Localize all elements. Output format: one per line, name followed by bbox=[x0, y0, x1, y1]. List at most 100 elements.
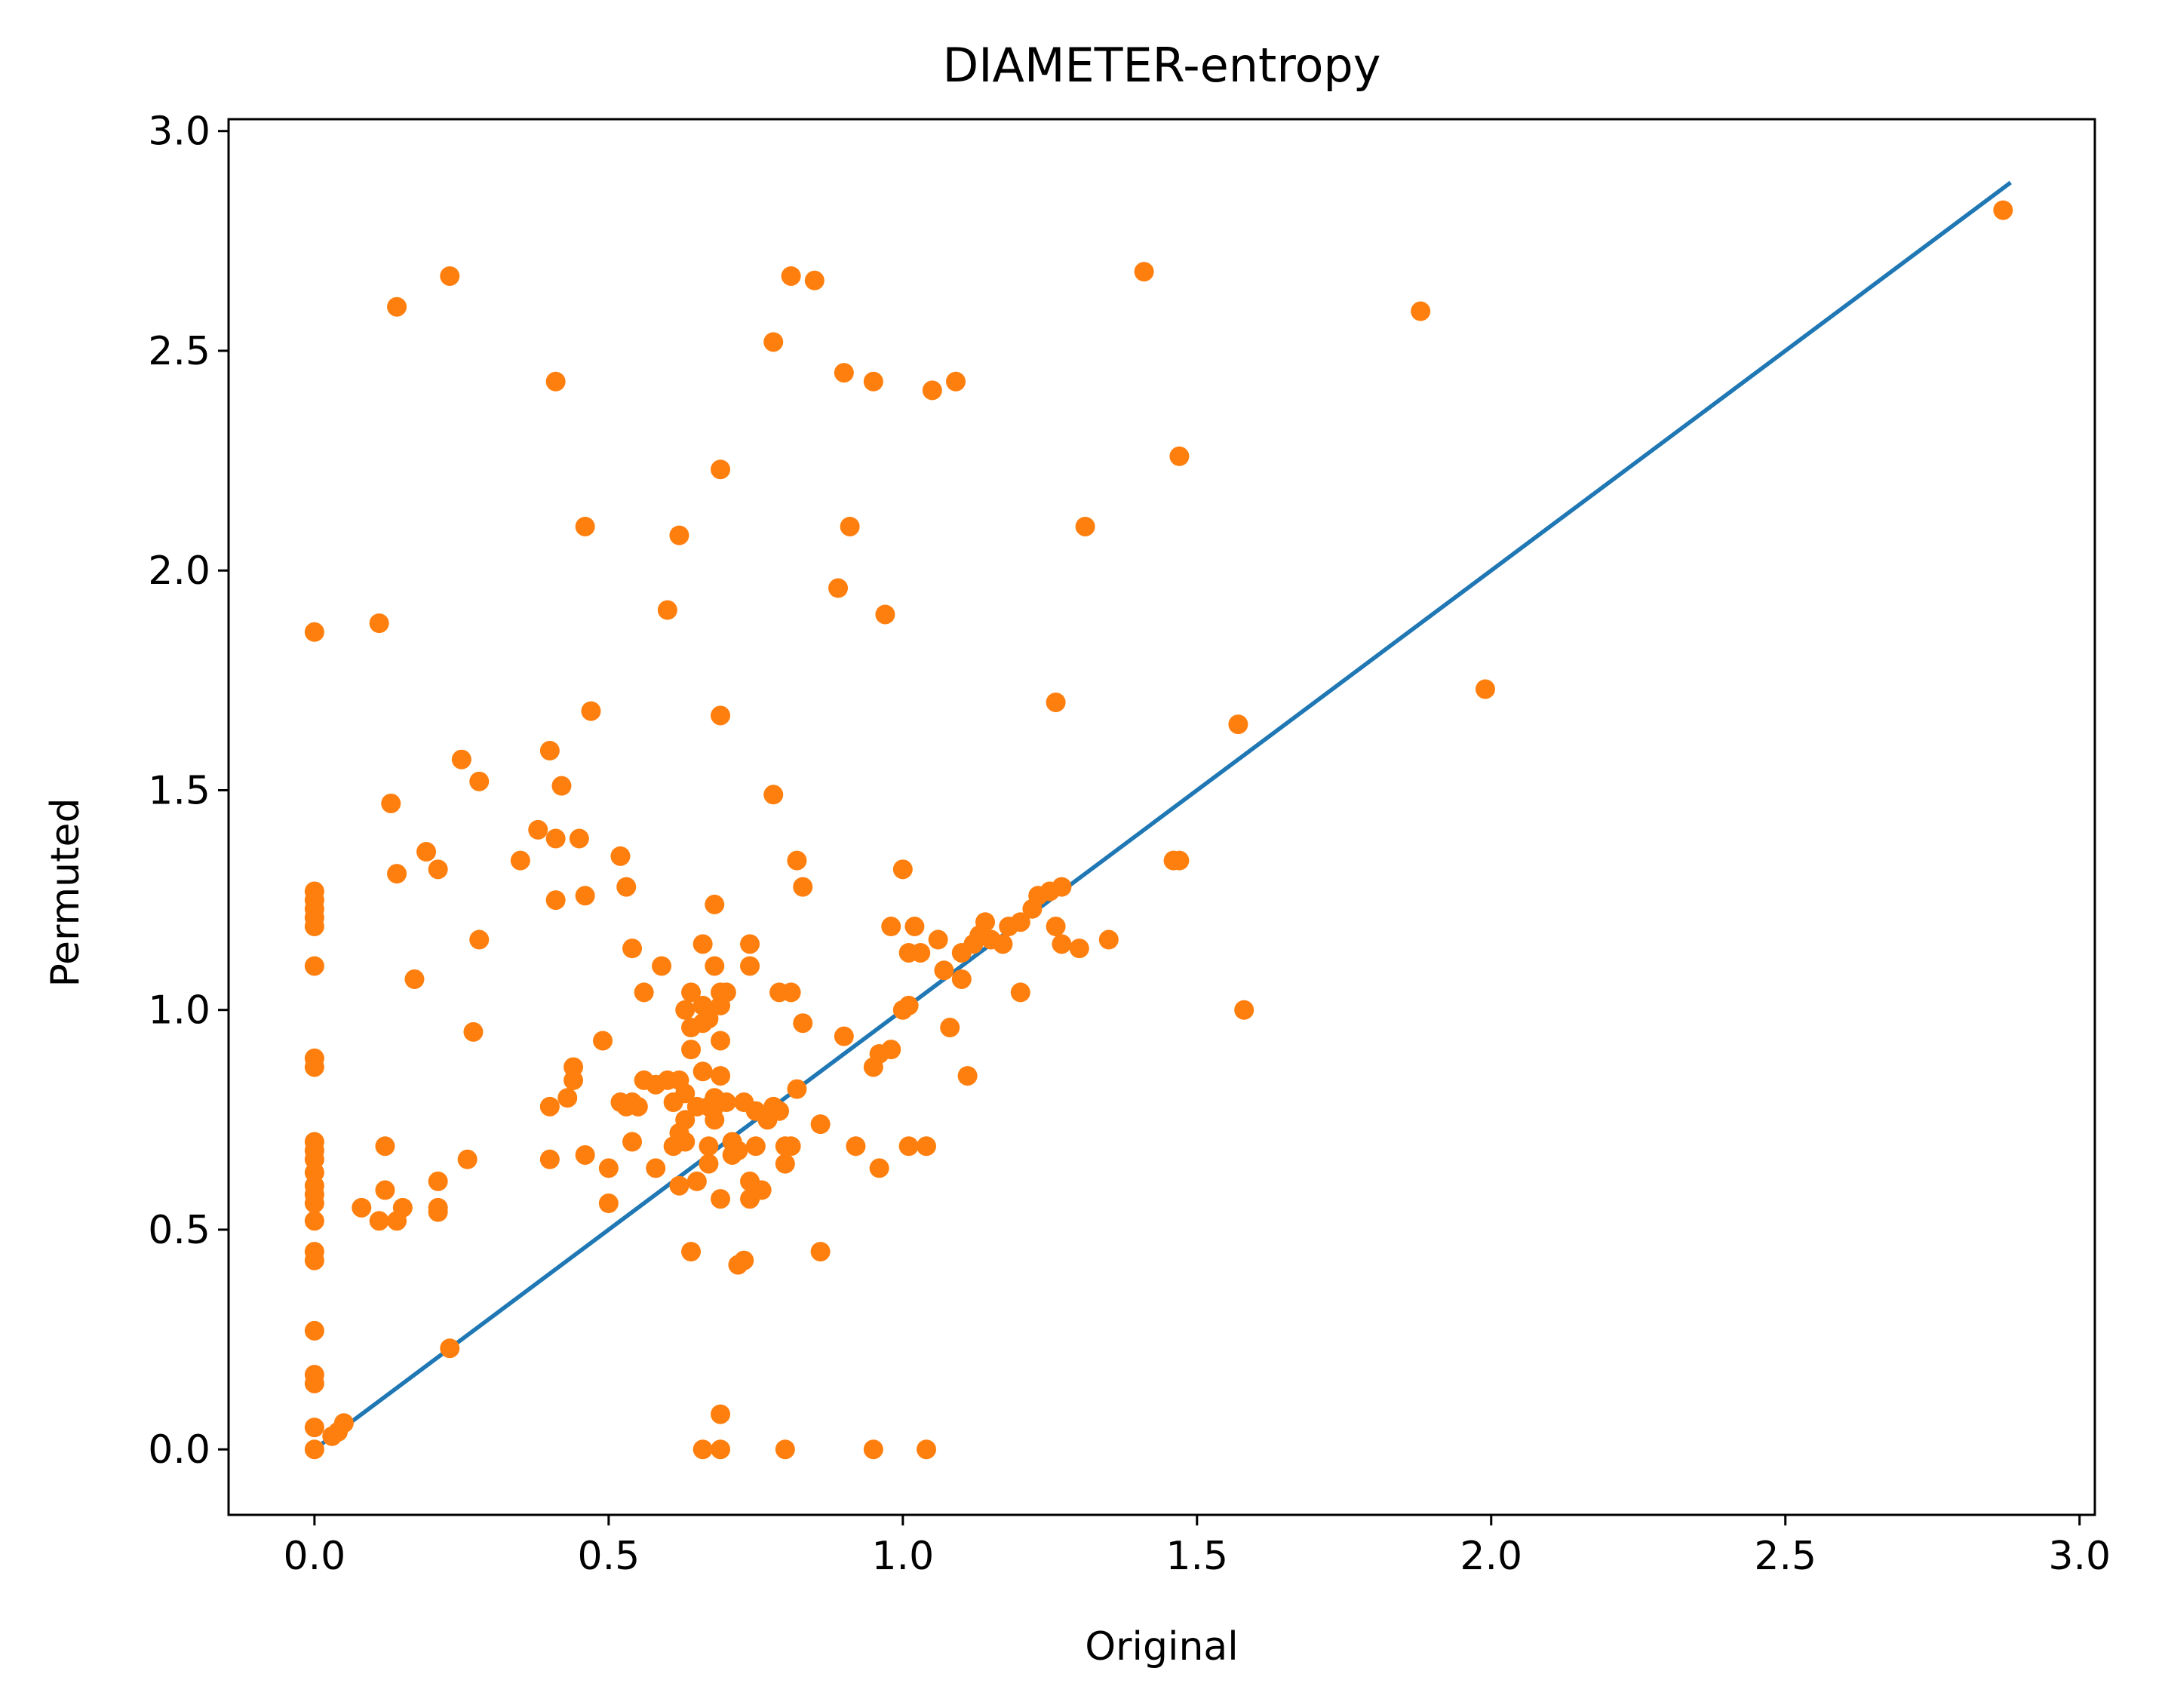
data-point bbox=[469, 929, 490, 950]
x-axis-label: Original bbox=[1085, 1624, 1238, 1670]
data-point bbox=[828, 578, 849, 598]
x-tick-label: 0.5 bbox=[577, 1534, 640, 1579]
data-point bbox=[892, 859, 913, 880]
x-tick-label: 1.5 bbox=[1165, 1534, 1228, 1579]
data-point bbox=[793, 1013, 813, 1034]
data-point bbox=[904, 917, 925, 937]
data-point bbox=[569, 828, 589, 849]
data-point bbox=[1411, 301, 1431, 321]
data-point bbox=[911, 942, 931, 963]
data-point bbox=[551, 776, 572, 796]
data-point bbox=[840, 516, 860, 536]
data-point bbox=[628, 1096, 648, 1117]
data-point bbox=[940, 1018, 960, 1038]
data-point bbox=[681, 982, 702, 1003]
data-point bbox=[781, 1136, 801, 1157]
data-point bbox=[957, 1066, 978, 1086]
data-point bbox=[1134, 262, 1154, 282]
data-point bbox=[675, 1000, 696, 1020]
data-point bbox=[793, 877, 813, 897]
data-point bbox=[898, 995, 919, 1015]
data-point bbox=[917, 1439, 937, 1460]
data-point bbox=[304, 917, 324, 937]
data-point bbox=[675, 1132, 696, 1152]
data-point bbox=[681, 1040, 702, 1060]
data-point bbox=[699, 1154, 719, 1174]
data-point bbox=[711, 1404, 731, 1424]
data-point bbox=[834, 1026, 854, 1046]
data-point bbox=[745, 1136, 766, 1157]
data-point bbox=[1052, 877, 1072, 897]
data-point bbox=[369, 613, 389, 634]
data-point bbox=[1046, 917, 1066, 937]
data-point bbox=[1993, 200, 2013, 220]
data-point bbox=[869, 1158, 889, 1178]
data-point bbox=[304, 1250, 324, 1270]
y-axis: 0.0 0.5 1.0 1.5 2.0 2.5 3.0 bbox=[148, 109, 229, 1473]
data-point bbox=[1046, 692, 1066, 712]
data-point bbox=[1010, 982, 1030, 1003]
data-point bbox=[993, 934, 1013, 954]
data-point bbox=[711, 459, 731, 480]
data-point bbox=[1098, 929, 1119, 950]
data-point bbox=[834, 363, 854, 383]
y-tick-label: 0.5 bbox=[148, 1208, 210, 1253]
data-point bbox=[917, 1136, 937, 1157]
data-point bbox=[539, 1149, 560, 1169]
data-point bbox=[575, 516, 595, 536]
data-point bbox=[692, 1061, 713, 1082]
data-point bbox=[787, 850, 807, 871]
data-point bbox=[881, 917, 901, 937]
data-point bbox=[616, 877, 637, 897]
data-point bbox=[711, 705, 731, 726]
data-point bbox=[675, 1083, 696, 1104]
data-point bbox=[575, 886, 595, 906]
reference-line bbox=[312, 180, 2012, 1453]
data-point bbox=[392, 1197, 413, 1218]
data-point bbox=[740, 934, 760, 954]
data-point bbox=[539, 741, 560, 761]
data-point bbox=[928, 929, 948, 950]
data-point bbox=[692, 934, 713, 954]
data-point bbox=[457, 1149, 478, 1169]
data-point bbox=[922, 380, 942, 401]
data-point bbox=[428, 859, 448, 880]
data-point bbox=[564, 1057, 584, 1077]
data-point bbox=[769, 1101, 790, 1121]
data-point bbox=[804, 270, 825, 290]
data-point bbox=[440, 266, 460, 286]
data-point bbox=[545, 371, 566, 392]
data-point bbox=[711, 1439, 731, 1460]
y-tick-label: 2.5 bbox=[148, 329, 210, 374]
data-point bbox=[711, 1066, 731, 1086]
data-point bbox=[304, 622, 324, 642]
data-point bbox=[404, 969, 425, 989]
data-point bbox=[716, 982, 736, 1003]
data-point bbox=[375, 1180, 395, 1200]
data-point bbox=[428, 1197, 448, 1218]
data-point bbox=[545, 890, 566, 911]
data-point bbox=[881, 1040, 901, 1060]
data-point bbox=[304, 1418, 324, 1438]
x-tick-label: 0.0 bbox=[284, 1534, 346, 1579]
data-point bbox=[763, 785, 784, 805]
data-point bbox=[863, 371, 883, 392]
data-point bbox=[669, 525, 689, 545]
data-point bbox=[705, 956, 725, 976]
data-point bbox=[734, 1250, 754, 1270]
data-point bbox=[539, 1096, 560, 1117]
data-point bbox=[1475, 679, 1495, 699]
x-axis: 0.0 0.5 1.0 1.5 2.0 2.5 3.0 bbox=[284, 1515, 2111, 1579]
data-point bbox=[1169, 850, 1190, 871]
data-point bbox=[951, 969, 972, 989]
data-point bbox=[646, 1158, 666, 1178]
data-point bbox=[352, 1197, 372, 1218]
data-point bbox=[681, 1242, 702, 1262]
y-tick-label: 2.0 bbox=[148, 548, 210, 594]
data-point bbox=[304, 1057, 324, 1077]
data-point bbox=[1234, 1000, 1254, 1020]
data-point bbox=[1010, 912, 1030, 932]
data-point bbox=[652, 956, 672, 976]
